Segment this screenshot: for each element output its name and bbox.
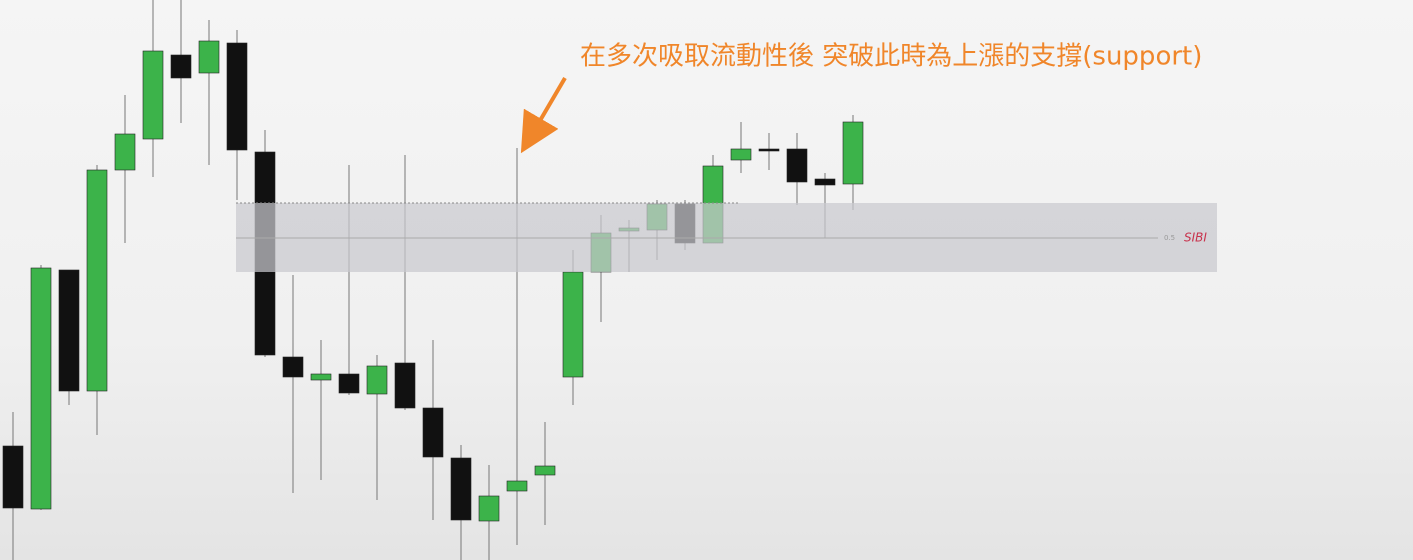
zone-label: SIBI — [1184, 231, 1207, 245]
candle-body — [506, 480, 528, 492]
candle-body — [814, 178, 836, 186]
candle-body — [534, 465, 556, 476]
candle-body — [562, 271, 584, 378]
candle-body — [842, 121, 864, 185]
annotation: 在多次吸取流動性後 突破此時為上漲的支撐(support) — [580, 42, 1202, 72]
candle-body — [366, 365, 388, 395]
candle-body — [198, 40, 220, 74]
candle-body — [478, 495, 500, 522]
annotation-arrow — [520, 76, 567, 154]
candle-body — [730, 148, 752, 161]
candle-body — [338, 373, 360, 394]
candle-body — [786, 148, 808, 183]
candle-body — [226, 42, 248, 151]
candle-body — [170, 54, 192, 79]
candle-body — [30, 267, 52, 510]
level-label: 0.5 — [1164, 234, 1175, 242]
candle-body — [58, 269, 80, 392]
candle-body — [394, 362, 416, 409]
candle-body — [310, 373, 332, 381]
candle-body — [282, 356, 304, 378]
candle-body — [450, 457, 472, 521]
candle-body — [142, 50, 164, 140]
candle-body — [758, 148, 780, 152]
candle-body — [86, 169, 108, 392]
candle-body — [114, 133, 136, 171]
candle-body — [422, 407, 444, 458]
candle-body — [2, 445, 24, 509]
